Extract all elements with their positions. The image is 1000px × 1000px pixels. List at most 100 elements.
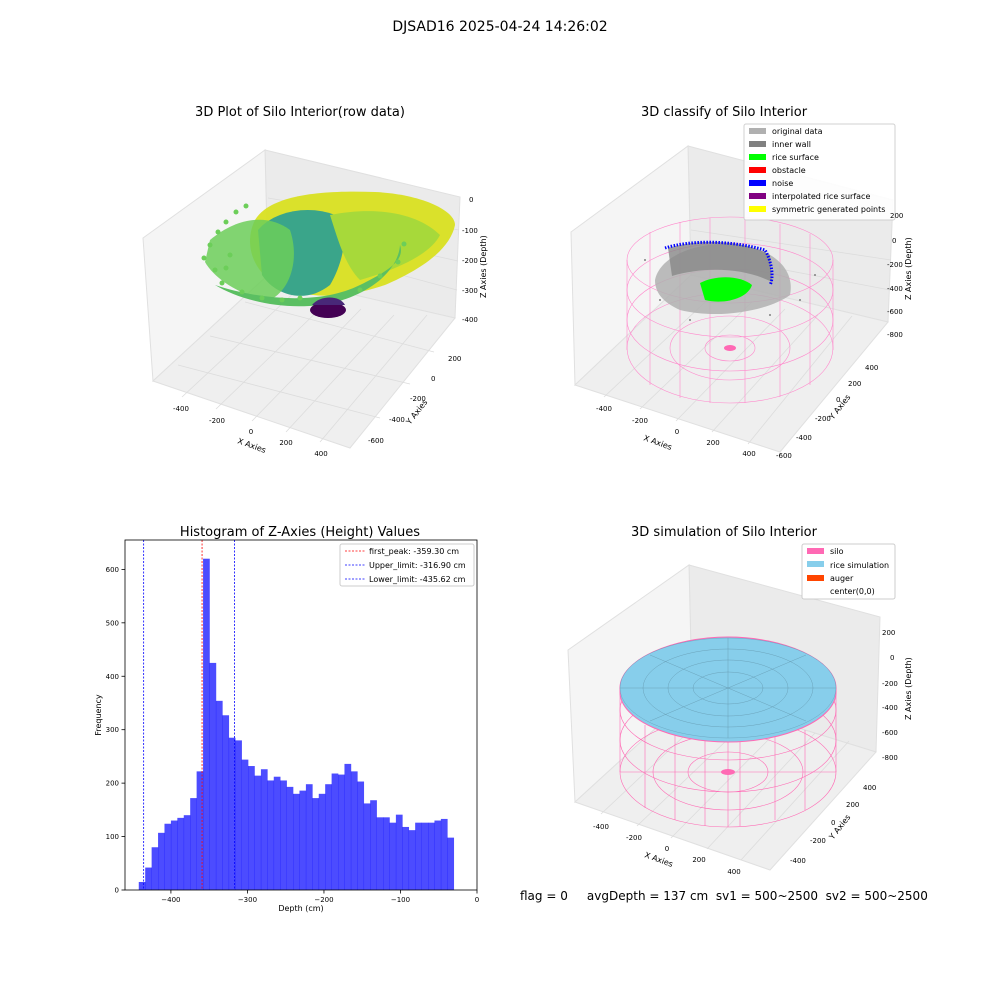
svg-text:-400: -400 bbox=[462, 316, 478, 324]
histogram-bar bbox=[190, 798, 197, 890]
histogram-bar bbox=[447, 837, 455, 890]
histogram-xtick-label: −300 bbox=[238, 896, 257, 904]
histogram-bar bbox=[215, 700, 223, 890]
svg-text:-400: -400 bbox=[796, 434, 812, 442]
legend-swatch-inner-wall bbox=[749, 141, 766, 147]
raw-yticks: 200 0 -200 -400 -600 bbox=[368, 355, 461, 445]
simulation-zlabel: Z Axies (Depth) bbox=[904, 657, 913, 720]
svg-text:200: 200 bbox=[279, 439, 292, 447]
svg-text:0: 0 bbox=[249, 428, 253, 436]
simulation-xlabel: X Axies bbox=[643, 850, 674, 869]
classify-auger-center bbox=[724, 345, 736, 351]
histogram-bar bbox=[267, 780, 275, 890]
histogram-bar bbox=[428, 822, 435, 890]
legend-obstacle: obstacle bbox=[772, 166, 806, 175]
histogram-bar bbox=[357, 781, 365, 890]
svg-text:200: 200 bbox=[846, 801, 859, 809]
panel-classify-3d: 3D classify of Silo Interior bbox=[570, 105, 913, 460]
histogram-vlines bbox=[143, 540, 235, 890]
svg-text:-300: -300 bbox=[462, 287, 478, 295]
histogram-ytick-label: 100 bbox=[106, 833, 119, 841]
svg-text:-400: -400 bbox=[790, 857, 806, 865]
histogram-bar bbox=[440, 818, 448, 890]
histogram-bar bbox=[273, 776, 281, 890]
histogram-bar bbox=[383, 817, 390, 890]
histogram-bar bbox=[158, 832, 165, 890]
svg-text:-800: -800 bbox=[882, 754, 898, 762]
svg-text:-400: -400 bbox=[596, 405, 612, 413]
histogram-bar bbox=[209, 662, 217, 890]
svg-text:200: 200 bbox=[890, 212, 903, 220]
histogram-bar bbox=[415, 822, 422, 890]
svg-text:0: 0 bbox=[431, 375, 435, 383]
panel-simulation-3d: 3D simulation of Silo Interior bbox=[567, 525, 913, 876]
legend-swatch-auger bbox=[807, 575, 824, 581]
histogram-bar bbox=[402, 826, 410, 890]
svg-text:-600: -600 bbox=[882, 729, 898, 737]
classify-yticks: 400 200 0 -200 -400 -600 bbox=[776, 364, 878, 460]
histogram-bar bbox=[170, 820, 178, 890]
classify-point-cloud bbox=[644, 240, 816, 321]
histogram-ytick-label: 400 bbox=[106, 673, 119, 681]
svg-text:0: 0 bbox=[890, 654, 894, 662]
svg-text:200: 200 bbox=[848, 380, 861, 388]
histogram-bar bbox=[235, 740, 242, 890]
svg-text:400: 400 bbox=[863, 784, 876, 792]
svg-text:-100: -100 bbox=[462, 227, 478, 235]
legend-swatch-rice-simulation bbox=[807, 561, 824, 567]
svg-text:-400: -400 bbox=[173, 405, 189, 413]
raw-xticks: -400 -200 0 200 400 bbox=[173, 405, 328, 458]
legend-swatch-silo bbox=[807, 548, 824, 554]
svg-text:-400: -400 bbox=[593, 823, 609, 831]
svg-text:400: 400 bbox=[727, 868, 740, 876]
histogram-xlabel: Depth (cm) bbox=[278, 904, 323, 913]
histogram-bar bbox=[389, 822, 397, 890]
figure-suptitle: DJSAD16 2025-04-24 14:26:02 bbox=[392, 19, 607, 35]
legend-swatch-symmetric bbox=[749, 206, 766, 212]
histogram-bar bbox=[151, 847, 159, 890]
classify-xticks: -400 -200 0 200 400 bbox=[596, 405, 756, 458]
histogram-bar bbox=[280, 780, 287, 890]
svg-text:200: 200 bbox=[706, 439, 719, 447]
histogram-bar bbox=[293, 793, 300, 890]
simulation-yticks: 400 200 0 -200 -400 bbox=[790, 784, 876, 865]
legend-noise: noise bbox=[772, 179, 793, 188]
svg-text:400: 400 bbox=[865, 364, 878, 372]
svg-text:400: 400 bbox=[742, 450, 755, 458]
legend-silo: silo bbox=[830, 547, 844, 556]
legend-symmetric: symmetric generated points bbox=[772, 205, 885, 214]
histogram-axes-frame bbox=[124, 539, 478, 891]
panel-raw-title: 3D Plot of Silo Interior(row data) bbox=[195, 105, 405, 120]
svg-text:-200: -200 bbox=[632, 417, 648, 425]
histogram-xtick-label: −100 bbox=[391, 896, 410, 904]
svg-text:-200: -200 bbox=[462, 257, 478, 265]
svg-text:-400: -400 bbox=[887, 285, 903, 293]
histogram-bar bbox=[145, 867, 152, 890]
histogram-bar bbox=[312, 798, 320, 890]
svg-text:400: 400 bbox=[314, 450, 327, 458]
histogram-bar bbox=[363, 803, 371, 890]
legend-swatch-noise bbox=[749, 180, 766, 186]
legend-interpolated: interpolated rice surface bbox=[772, 192, 870, 201]
svg-text:-200: -200 bbox=[209, 417, 225, 425]
histogram-xtick-label: −400 bbox=[161, 896, 180, 904]
histogram-bar bbox=[164, 823, 172, 890]
legend-rice-surface: rice surface bbox=[772, 153, 819, 162]
simulation-rice-surface bbox=[619, 636, 837, 743]
histogram-bar bbox=[183, 815, 191, 890]
svg-text:-200: -200 bbox=[626, 834, 642, 842]
histogram-legend: first_peak: -359.30 cm Upper_limit: -316… bbox=[339, 543, 475, 587]
histogram-bar bbox=[395, 814, 403, 890]
raw-zlabel: Z Axies (Depth) bbox=[479, 235, 488, 298]
histogram-bar bbox=[228, 737, 236, 890]
classify-xlabel: X Axies bbox=[642, 433, 673, 452]
svg-text:-400: -400 bbox=[882, 704, 898, 712]
histogram-bar bbox=[254, 775, 262, 890]
simulation-zticks: 200 0 -200 -400 -600 -800 bbox=[882, 629, 898, 762]
svg-text:-200: -200 bbox=[810, 837, 826, 845]
svg-text:0: 0 bbox=[831, 819, 835, 827]
histogram-bar bbox=[196, 771, 204, 890]
panel-histogram: Histogram of Z-Axies (Height) Values −40… bbox=[94, 525, 479, 913]
svg-text:200: 200 bbox=[882, 629, 895, 637]
histogram-bar bbox=[248, 766, 255, 890]
